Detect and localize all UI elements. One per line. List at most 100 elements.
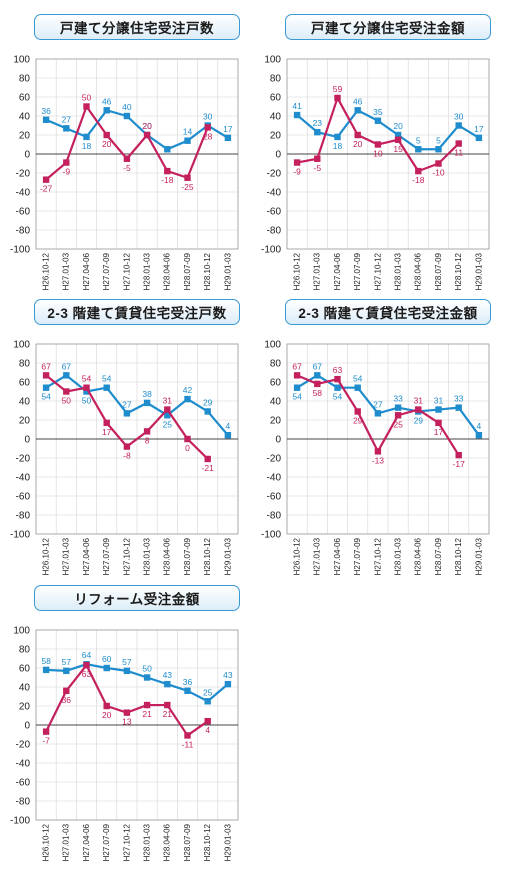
y-tick-label: 0 — [275, 435, 281, 446]
x-tick-label: H28.01-03 — [143, 252, 152, 290]
data-point-1 — [455, 122, 462, 129]
data-point-1 — [415, 146, 422, 153]
x-tick-label: H27.01-03 — [62, 252, 71, 290]
data-label-2: 4 — [205, 725, 210, 735]
data-point-2 — [435, 419, 442, 427]
y-tick-label: -100 — [261, 245, 281, 256]
data-point-2 — [204, 718, 211, 725]
data-point-1 — [42, 384, 50, 391]
data-point-2 — [204, 455, 211, 463]
x-tick-label: H27.04-06 — [82, 537, 91, 575]
x-tick-label: H28.01-03 — [143, 823, 152, 861]
data-point-1 — [293, 111, 301, 119]
data-point-2 — [293, 159, 301, 166]
data-point-2 — [415, 406, 422, 413]
data-point-2 — [394, 136, 402, 143]
data-point-2 — [164, 701, 171, 709]
x-tick-label: H26.10-12 — [41, 252, 50, 290]
data-label-1: 54 — [102, 374, 112, 384]
y-tick-label: -80 — [16, 226, 31, 237]
data-label-2: -18 — [412, 175, 425, 185]
data-point-1 — [83, 388, 90, 395]
data-label-1: 46 — [353, 96, 363, 106]
series-line-1 — [45, 374, 229, 436]
data-point-2 — [103, 702, 110, 710]
x-tick-label: H28.01-03 — [394, 252, 403, 290]
data-label-2: -13 — [372, 455, 385, 465]
data-point-2 — [143, 428, 151, 435]
x-tick-label: H26.10-12 — [293, 537, 302, 575]
data-point-2 — [354, 131, 361, 139]
data-point-1 — [164, 680, 171, 688]
data-point-2 — [143, 131, 151, 139]
data-point-1 — [123, 112, 131, 120]
data-point-2 — [293, 372, 301, 379]
data-label-2: 8 — [145, 435, 150, 445]
data-label-1: 33 — [454, 394, 464, 404]
chart-panel-5: リフォーム受注金額 100 80 60 40 20 0 -20 -40 -60 -80 -100 H2… — [10, 585, 244, 861]
data-label-2: -27 — [40, 184, 53, 194]
data-point-1 — [184, 137, 191, 144]
data-point-1 — [374, 410, 382, 417]
x-tick-label: H26.10-12 — [293, 252, 302, 290]
data-label-1: 54 — [353, 374, 363, 384]
data-point-2 — [63, 687, 70, 694]
data-label-1: 20 — [393, 121, 403, 131]
data-point-2 — [103, 131, 110, 139]
y-tick-label: -60 — [267, 492, 282, 503]
y-tick-label: 80 — [19, 74, 31, 85]
x-tick-label: H28.07-09 — [183, 252, 192, 290]
y-tick-label: -60 — [16, 492, 31, 503]
y-tick-label: 100 — [13, 626, 30, 637]
data-label-2: 54 — [82, 374, 92, 384]
data-label-2: 11 — [454, 148, 463, 158]
x-tick-label: H27.07-09 — [353, 252, 362, 290]
data-label-1: 58 — [41, 656, 51, 666]
y-tick-label: 20 — [19, 131, 31, 142]
data-point-1 — [123, 410, 131, 417]
x-tick-label: H28.10-12 — [203, 252, 212, 290]
data-point-2 — [184, 435, 191, 443]
data-point-2 — [143, 701, 151, 709]
data-point-2 — [204, 124, 211, 131]
data-point-1 — [455, 404, 462, 411]
data-label-1: 29 — [414, 415, 424, 425]
y-tick-label: 40 — [270, 397, 282, 408]
data-label-2: -21 — [202, 463, 215, 473]
data-label-2: 0 — [185, 443, 190, 453]
data-label-1: 20 — [142, 121, 152, 131]
x-tick-label: H26.10-12 — [41, 823, 50, 861]
y-tick-label: 80 — [19, 645, 31, 656]
x-tick-label: H28.10-12 — [203, 823, 212, 861]
data-label-1: 18 — [333, 141, 343, 151]
x-tick-label: H28.04-06 — [163, 823, 172, 861]
x-tick-label: H28.04-06 — [414, 252, 423, 290]
data-label-2: 36 — [62, 695, 72, 705]
x-tick-label: H27.04-06 — [82, 252, 91, 290]
data-point-1 — [63, 372, 70, 379]
data-point-2 — [394, 412, 402, 419]
y-tick-label: 20 — [270, 131, 282, 142]
data-point-2 — [83, 384, 90, 391]
data-point-1 — [204, 408, 211, 415]
data-label-1: 4 — [226, 421, 231, 431]
data-label-2: -10 — [432, 168, 445, 178]
data-point-1 — [224, 432, 232, 439]
chart-panel-4: 2-3 階建て賃貸住宅受注金額 100 80 60 40 20 0 -20 -40 -60 -80… — [261, 299, 495, 575]
x-tick-label: H27.07-09 — [102, 823, 111, 861]
data-point-1 — [42, 666, 50, 674]
data-point-1 — [103, 664, 110, 672]
data-label-1: 36 — [183, 677, 193, 687]
y-tick-label: 40 — [19, 397, 31, 408]
data-label-2: 21 — [163, 709, 173, 719]
y-tick-label: 80 — [270, 359, 282, 370]
data-label-2: -11 — [182, 739, 194, 749]
y-tick-label: -40 — [16, 188, 31, 199]
data-label-2: 13 — [122, 717, 132, 727]
data-point-2 — [83, 661, 90, 669]
data-label-1: 42 — [183, 385, 193, 395]
chart-panel-3: 2-3 階建て賃貸住宅受注戸数 100 80 60 40 20 0 -20 -40 -60 -80… — [10, 299, 244, 575]
y-tick-label: -60 — [16, 207, 31, 218]
